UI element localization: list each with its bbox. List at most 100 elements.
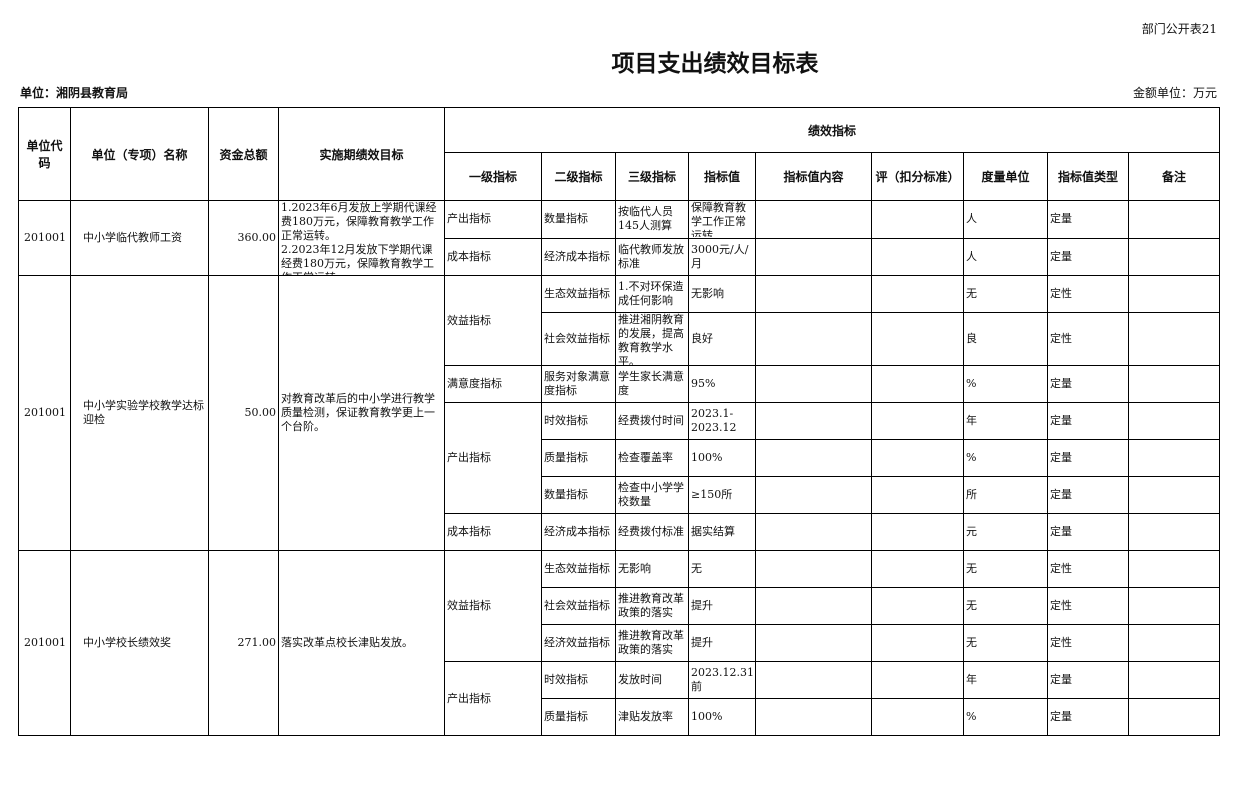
value-type: 定性 [1047,550,1129,588]
value-type: 定性 [1047,624,1129,662]
header-code: 单位代码 [18,107,71,201]
remarks [1128,624,1220,662]
remarks [1128,402,1220,440]
table-row: 产出指标 时效指标 经费拨付时间 2023.1-2023.12 年定量 [19,402,1220,514]
level2-indicator: 经济成本指标 [541,237,616,276]
scoring-standard [871,698,964,736]
indicator-content [755,661,872,699]
value-type: 定量 [1047,698,1129,736]
level1-indicator: 效益指标 [444,275,542,366]
fund-total: 271.00 [208,550,279,736]
level3-indicator: 按临代人员145人测算 [615,200,689,239]
level3-indicator: 发放时间 [615,661,689,699]
remarks [1128,550,1220,588]
level3-indicator: 1.不对环保造成任何影响 [615,275,689,313]
value-type: 定量 [1047,402,1129,440]
unit-code: 201001 [18,550,71,736]
indicator-content [755,275,872,313]
remarks [1128,439,1220,477]
value-type: 定性 [1047,275,1129,313]
level2-indicator: 质量指标 [541,698,616,736]
level2-indicator: 生态效益指标 [541,550,616,588]
subheader-4: 指标值内容 [755,152,872,201]
level3-indicator: 推进教育改革政策的落实 [615,624,689,662]
scoring-standard [871,200,964,239]
indicator-content [755,550,872,588]
measure-unit: % [963,439,1048,477]
table-number: 部门公开表21 [1141,22,1217,36]
indicator-value: 提升 [688,587,756,625]
indicator-value: 100% [688,439,756,477]
level3-indicator: 检查覆盖率 [615,439,689,477]
level2-indicator: 数量指标 [541,200,616,239]
header-perf: 绩效指标 [444,107,1220,153]
remarks [1128,587,1220,625]
indicator-value: 良好 [688,312,756,366]
measure-unit: 所 [963,476,1048,514]
level2-indicator: 经济成本指标 [541,513,616,551]
table-row: 成本指标 经济成本指标 临代教师发放标准 3000元/人/月 人定量 [19,237,1220,276]
value-type: 定量 [1047,237,1129,276]
indicator-content [755,200,872,239]
indicator-value: 3000元/人/月 [688,237,756,276]
unit-label: 单位：湘阴县教育局 [20,86,129,100]
remarks [1128,661,1220,699]
measure-unit: 年 [963,402,1048,440]
measure-unit: % [963,698,1048,736]
table-row: 社会效益指标 推进湘阴教育的发展，提高教育教学水平。 良好 良定性 [19,312,1220,366]
value-type: 定量 [1047,513,1129,551]
remarks [1128,200,1220,239]
project-name: 中小学实验学校教学达标迎检 [70,275,209,551]
level2-indicator: 社会效益指标 [541,587,616,625]
level2-indicator: 数量指标 [541,476,616,514]
level1-indicator: 产出指标 [444,200,542,239]
indicator-content [755,439,872,477]
value-type: 定量 [1047,365,1129,403]
table-row: 质量指标 检查覆盖率 100%% 定量 [19,439,1220,477]
table-row: 201001 中小学实验学校教学达标迎检 50.00 对教育改革后的中小学进行教学质量… [18,275,1220,551]
project-name: 中小学临代教师工资 [70,200,209,276]
scoring-standard [871,402,964,440]
header-goal: 实施期绩效目标 [278,107,445,201]
measure-unit: 良 [963,312,1048,366]
subheader-8: 备注 [1128,152,1220,201]
value-type: 定量 [1047,476,1129,514]
level1-indicator: 产出指标 [444,661,542,736]
indicator-value: 2023.12.31前 [688,661,756,699]
subheader-3: 指标值 [688,152,756,201]
table-row: 质量指标 津贴发放率 100%% 定量 [19,698,1220,736]
remarks [1128,312,1220,366]
subheader-2: 三级指标 [615,152,689,201]
measure-unit: 无 [963,550,1048,588]
indicator-value: 无影响 [688,275,756,313]
indicator-content [755,365,872,403]
level2-indicator: 生态效益指标 [541,275,616,313]
subheader-1: 二级指标 [541,152,616,201]
performance-goal: 落实改革点校长津贴发放。 [278,550,445,736]
measure-unit: 无 [963,275,1048,313]
indicator-content [755,402,872,440]
fund-total: 50.00 [208,275,279,551]
level1-indicator: 产出指标 [444,402,542,514]
measure-unit: 元 [963,513,1048,551]
indicator-content [755,237,872,276]
indicator-content [755,513,872,551]
value-type: 定量 [1047,661,1129,699]
scoring-standard [871,312,964,366]
level2-indicator: 服务对象满意度指标 [541,365,616,403]
indicator-value: 提升 [688,624,756,662]
measure-unit: 年 [963,661,1048,699]
remarks [1128,698,1220,736]
level1-indicator: 成本指标 [444,237,542,276]
level3-indicator: 经费拨付时间 [615,402,689,440]
level3-indicator: 推进湘阴教育的发展，提高教育教学水平。 [615,312,689,366]
level2-indicator: 时效指标 [541,661,616,699]
indicator-content [755,587,872,625]
remarks [1128,365,1220,403]
indicator-content [755,698,872,736]
indicator-value: ≥150所 [688,476,756,514]
value-type: 定量 [1047,200,1129,239]
measure-unit: % [963,365,1048,403]
subheader-0: 一级指标 [444,152,542,201]
